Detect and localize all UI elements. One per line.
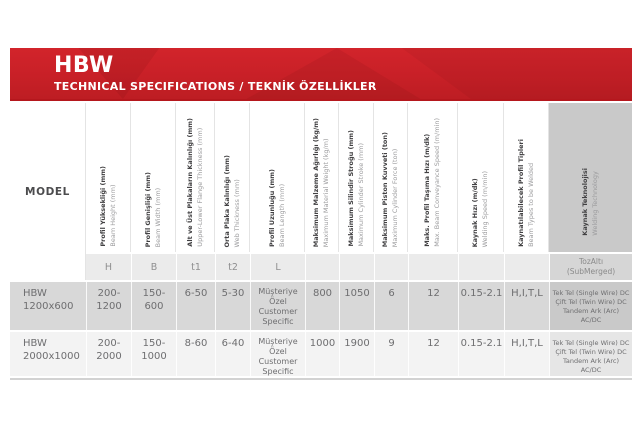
cell-model: HBW 1200x600 [10,282,86,330]
cell-conveyance-speed: 12 [408,282,458,330]
cell-beam-width: 150- 1000 [131,332,176,376]
subheader-empty [339,254,374,280]
cell-beam-width: 150- 600 [131,282,176,330]
cell-beam-types: H,I,T,L [504,332,549,376]
cell-welding-speed: 0.15-2.1 [458,332,504,376]
cell-cylinder-stroke: 1050 [339,282,374,330]
cell-conveyance-speed: 12 [408,332,458,376]
column-header-flange-thickness: Alt ve Üst Plakaların Kalınlığı (mm) Uppe… [176,103,215,252]
cell-material-weight: 1000 [305,332,339,376]
column-header-beam-types: Kaynatılabilecek Profil Tipleri Beam Type… [504,103,549,252]
spec-table: MODEL Profil Yüksekliği (mm) Beam Height … [10,103,632,376]
cell-flange-thickness: 8-60 [176,332,215,376]
model-column-header: MODEL [10,103,86,280]
cell-welding-technology: Tek Tel (Single Wire) DC Çift Tel (Twin … [549,332,632,376]
cell-cylinder-force: 9 [374,332,408,376]
cell-model: HBW 2000x1000 [10,332,86,376]
column-header-material-weight: Maksimum Malzeme Ağırlığı (kg/m) Maximum … [305,103,339,252]
title-banner: HBW TECHNICAL SPECIFICATIONS / TEKNİK ÖZ… [10,48,632,101]
subheader-t2: t2 [215,254,250,280]
subheader-b: B [131,254,176,280]
subheader-l: L [250,254,305,280]
column-header-beam-length: Profil Uzunluğu (mm) Beam Length (mm) [250,103,305,252]
subheader-t1: t1 [176,254,215,280]
subheader-empty [504,254,549,280]
model-header-label: MODEL [25,185,70,198]
cell-beam-height: 200- 2000 [86,332,131,376]
page-title: HBW [54,53,114,79]
cell-beam-length: Müşteriye Özel Customer Specific [250,282,305,330]
table-bottom-divider [10,378,632,380]
subheader-h: H [86,254,131,280]
cell-web-thickness: 6-40 [215,332,250,376]
cell-web-thickness: 5-30 [215,282,250,330]
column-header-cylinder-stroke: Maksimum Silindir Stroğu (mm) Maximum Cyl… [339,103,374,252]
column-header-beam-height: Profil Yüksekliği (mm) Beam Height (mm) [86,103,131,252]
cell-flange-thickness: 6-50 [176,282,215,330]
column-header-web-thickness: Orta Plaka Kalınlığı (mm) Web Thickness (… [215,103,250,252]
subheader-empty [458,254,504,280]
subheader-submerged: TozAltı (SubMerged) [549,254,632,280]
subheader-empty [374,254,408,280]
cell-beam-height: 200- 1200 [86,282,131,330]
subheader-empty [408,254,458,280]
cell-material-weight: 800 [305,282,339,330]
column-header-welding-speed: Kaynak Hızı (m/dk) Welding Speed (m/min) [458,103,504,252]
cell-beam-length: Müşteriye Özel Customer Specific [250,332,305,376]
cell-welding-technology: Tek Tel (Single Wire) DC Çift Tel (Twin … [549,282,632,330]
cell-cylinder-force: 6 [374,282,408,330]
subheader-empty [305,254,339,280]
cell-beam-types: H,I,T,L [504,282,549,330]
cell-cylinder-stroke: 1900 [339,332,374,376]
column-header-beam-width: Profil Genişliği (mm) Beam Width (mm) [131,103,176,252]
cell-welding-speed: 0.15-2.1 [458,282,504,330]
column-header-welding-technology: Kaynak Teknolojisi Welding Technology [549,103,632,252]
column-header-cylinder-force: Maksimum Piston Kuvveti (ton) Maximum Cyl… [374,103,408,252]
page-subtitle: TECHNICAL SPECIFICATIONS / TEKNİK ÖZELLİ… [54,79,377,93]
column-header-conveyance-speed: Maks. Profil Taşıma Hızı (m/dk) Max. Beam… [408,103,458,252]
